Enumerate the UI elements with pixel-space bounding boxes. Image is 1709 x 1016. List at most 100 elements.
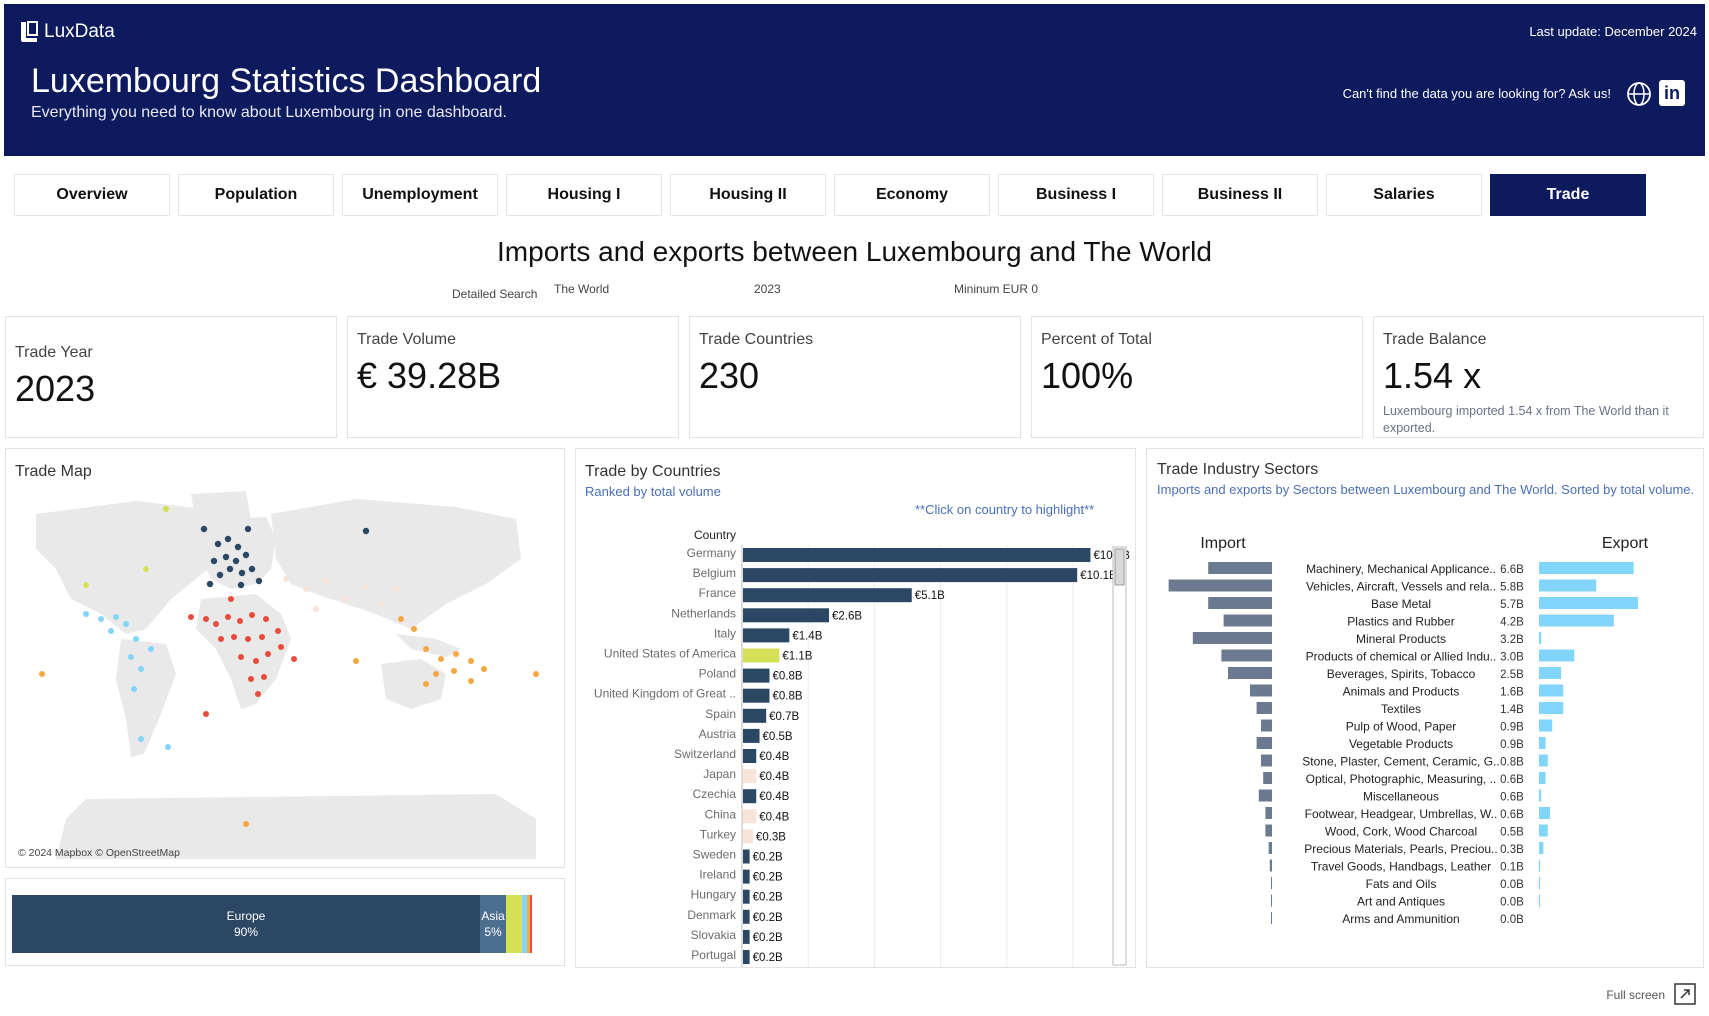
globe-icon[interactable] — [1625, 80, 1653, 108]
continent-share-bar[interactable]: Europe 90% Asia 5% — [12, 895, 532, 953]
full-screen-label[interactable]: Full screen — [1606, 988, 1665, 1002]
country-label[interactable]: Netherlands — [671, 606, 736, 620]
country-bar[interactable] — [743, 829, 753, 844]
country-bar[interactable] — [743, 668, 770, 683]
sector-label[interactable]: Art and Antiques — [1357, 895, 1445, 909]
import-bar[interactable] — [1168, 579, 1272, 592]
import-bar[interactable] — [1250, 684, 1272, 697]
sector-label[interactable]: Pulp of Wood, Paper — [1346, 720, 1457, 734]
export-bar[interactable] — [1539, 772, 1546, 784]
country-bar[interactable] — [743, 769, 757, 784]
country-bar[interactable] — [743, 588, 912, 603]
import-bar[interactable] — [1208, 597, 1272, 609]
export-bar[interactable] — [1539, 789, 1542, 802]
logo[interactable]: LuxData — [18, 18, 115, 46]
sector-label[interactable]: Arms and Ammunition — [1342, 912, 1459, 926]
export-bar[interactable] — [1539, 562, 1634, 574]
minimum-filter[interactable]: Mininum EUR 0 — [954, 282, 1039, 296]
tab-housing-ii[interactable]: Housing II — [670, 174, 826, 216]
country-label[interactable]: Spain — [705, 707, 736, 721]
continent-segment-other-5[interactable] — [529, 895, 532, 953]
country-bar[interactable] — [743, 688, 770, 703]
import-bar[interactable] — [1256, 737, 1272, 749]
export-bar[interactable] — [1539, 894, 1540, 907]
import-bar[interactable] — [1261, 754, 1272, 767]
continent-segment-europe[interactable]: Europe 90% — [12, 895, 480, 953]
partner-filter[interactable]: The World — [554, 282, 610, 296]
export-bar[interactable] — [1539, 859, 1540, 872]
import-bar[interactable] — [1208, 562, 1272, 574]
continent-segment-other-4[interactable] — [526, 895, 530, 953]
export-bar[interactable] — [1539, 877, 1540, 889]
export-bar[interactable] — [1539, 597, 1638, 609]
country-label[interactable]: Denmark — [687, 908, 737, 922]
sector-label[interactable]: Plastics and Rubber — [1347, 615, 1454, 629]
country-bar[interactable] — [743, 708, 767, 723]
export-bar[interactable] — [1539, 824, 1548, 837]
sector-label[interactable]: Mineral Products — [1356, 632, 1446, 646]
continent-segment-other-2[interactable] — [506, 895, 522, 953]
country-label[interactable]: Germany — [687, 546, 736, 560]
country-label[interactable]: Czechia — [693, 787, 737, 801]
country-bar[interactable] — [743, 789, 757, 804]
country-bar[interactable] — [743, 809, 757, 824]
year-filter[interactable]: 2023 — [754, 282, 781, 296]
linkedin-icon[interactable]: in — [1659, 80, 1685, 106]
import-bar[interactable] — [1271, 877, 1272, 889]
country-label[interactable]: Sweden — [693, 848, 736, 862]
sector-label[interactable]: Optical, Photographic, Measuring, .. — [1306, 772, 1497, 786]
country-label[interactable]: Belgium — [693, 566, 736, 580]
sector-label[interactable]: Products of chemical or Allied Indu.. — [1306, 650, 1497, 664]
sector-label[interactable]: Fats and Oils — [1366, 877, 1437, 891]
countries-scrollbar-thumb[interactable] — [1114, 548, 1125, 586]
import-bar[interactable] — [1271, 912, 1272, 924]
country-bar[interactable] — [743, 749, 757, 763]
country-bar[interactable] — [743, 548, 1091, 562]
country-label[interactable]: United Kingdom of Great .. — [594, 687, 736, 701]
country-label[interactable]: Portugal — [691, 948, 736, 962]
import-bar[interactable] — [1223, 614, 1272, 627]
export-bar[interactable] — [1539, 649, 1575, 662]
detailed-search-label[interactable]: Detailed Search — [452, 287, 538, 301]
export-bar[interactable] — [1539, 632, 1542, 644]
export-bar[interactable] — [1539, 807, 1550, 819]
country-bar[interactable] — [743, 728, 760, 743]
import-bar[interactable] — [1268, 842, 1272, 854]
continent-segment-other-3[interactable] — [521, 895, 527, 953]
tab-population[interactable]: Population — [178, 174, 334, 216]
export-bar[interactable] — [1539, 842, 1544, 854]
country-bar[interactable] — [743, 648, 780, 663]
country-label[interactable]: Slovakia — [691, 928, 737, 942]
import-bar[interactable] — [1258, 789, 1272, 802]
country-bar[interactable] — [743, 909, 750, 924]
tab-housing-i[interactable]: Housing I — [506, 174, 662, 216]
sector-label[interactable]: Machinery, Mechanical Applicance.. — [1306, 562, 1496, 576]
country-label[interactable]: Switzerland — [674, 747, 736, 761]
export-bar[interactable] — [1539, 702, 1564, 714]
export-bar[interactable] — [1539, 684, 1564, 697]
sectors-rows[interactable]: Machinery, Mechanical Applicance.. 6.6B Ve… — [1168, 562, 1638, 926]
export-bar[interactable] — [1539, 754, 1548, 767]
country-bar[interactable] — [743, 889, 750, 904]
trade-map[interactable] — [16, 489, 542, 859]
sector-label[interactable]: Animals and Products — [1343, 685, 1460, 699]
tab-business-ii[interactable]: Business II — [1162, 174, 1318, 216]
sector-label[interactable]: Wood, Cork, Wood Charcoal — [1325, 825, 1477, 839]
country-bar[interactable] — [743, 869, 750, 884]
tab-trade[interactable]: Trade — [1490, 174, 1646, 216]
country-bar[interactable] — [743, 568, 1078, 583]
tab-economy[interactable]: Economy — [834, 174, 990, 216]
country-label[interactable]: United States of America — [604, 647, 736, 661]
export-bar[interactable] — [1539, 579, 1597, 592]
ask-us-link[interactable]: Can't find the data you are looking for?… — [1342, 86, 1611, 101]
country-label[interactable]: Austria — [699, 727, 737, 741]
country-label[interactable]: China — [705, 807, 737, 821]
sector-label[interactable]: Beverages, Spirits, Tobacco — [1327, 667, 1476, 681]
continent-segment-asia[interactable]: Asia 5% — [480, 895, 506, 953]
sector-label[interactable]: Footwear, Headgear, Umbrellas, W.. — [1305, 807, 1498, 821]
export-bar[interactable] — [1539, 667, 1561, 679]
import-bar[interactable] — [1271, 894, 1272, 907]
countries-scrollbar[interactable] — [1112, 546, 1127, 966]
sector-label[interactable]: Travel Goods, Handbags, Leather — [1311, 860, 1491, 874]
